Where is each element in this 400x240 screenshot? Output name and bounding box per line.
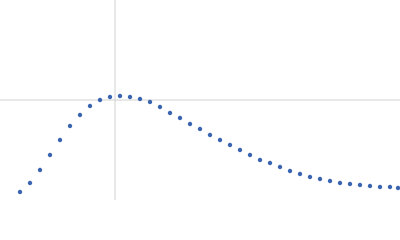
point <box>317 176 323 182</box>
point <box>337 180 343 186</box>
point <box>287 168 293 174</box>
point <box>357 182 363 188</box>
point <box>57 137 63 143</box>
point <box>307 174 313 180</box>
point <box>147 99 153 105</box>
point <box>267 160 273 166</box>
point <box>117 93 123 99</box>
point <box>87 103 93 109</box>
point <box>177 115 183 121</box>
point <box>207 132 213 138</box>
point <box>17 189 23 195</box>
point <box>107 94 113 100</box>
point <box>157 104 163 110</box>
point <box>387 184 393 190</box>
point <box>37 167 43 173</box>
point <box>47 152 53 158</box>
point <box>27 180 33 186</box>
point <box>97 97 103 103</box>
point <box>367 183 373 189</box>
point <box>257 157 263 163</box>
point <box>167 110 173 116</box>
point <box>237 147 243 153</box>
point <box>395 185 400 191</box>
point <box>137 96 143 102</box>
point <box>187 121 193 127</box>
chart <box>0 0 400 200</box>
point <box>347 181 353 187</box>
point <box>277 164 283 170</box>
point <box>297 171 303 177</box>
point <box>327 178 333 184</box>
point <box>377 184 383 190</box>
point <box>197 126 203 132</box>
point <box>67 123 73 129</box>
point <box>77 112 83 118</box>
point <box>217 137 223 143</box>
point <box>227 142 233 148</box>
point <box>127 94 133 100</box>
point <box>247 152 253 158</box>
